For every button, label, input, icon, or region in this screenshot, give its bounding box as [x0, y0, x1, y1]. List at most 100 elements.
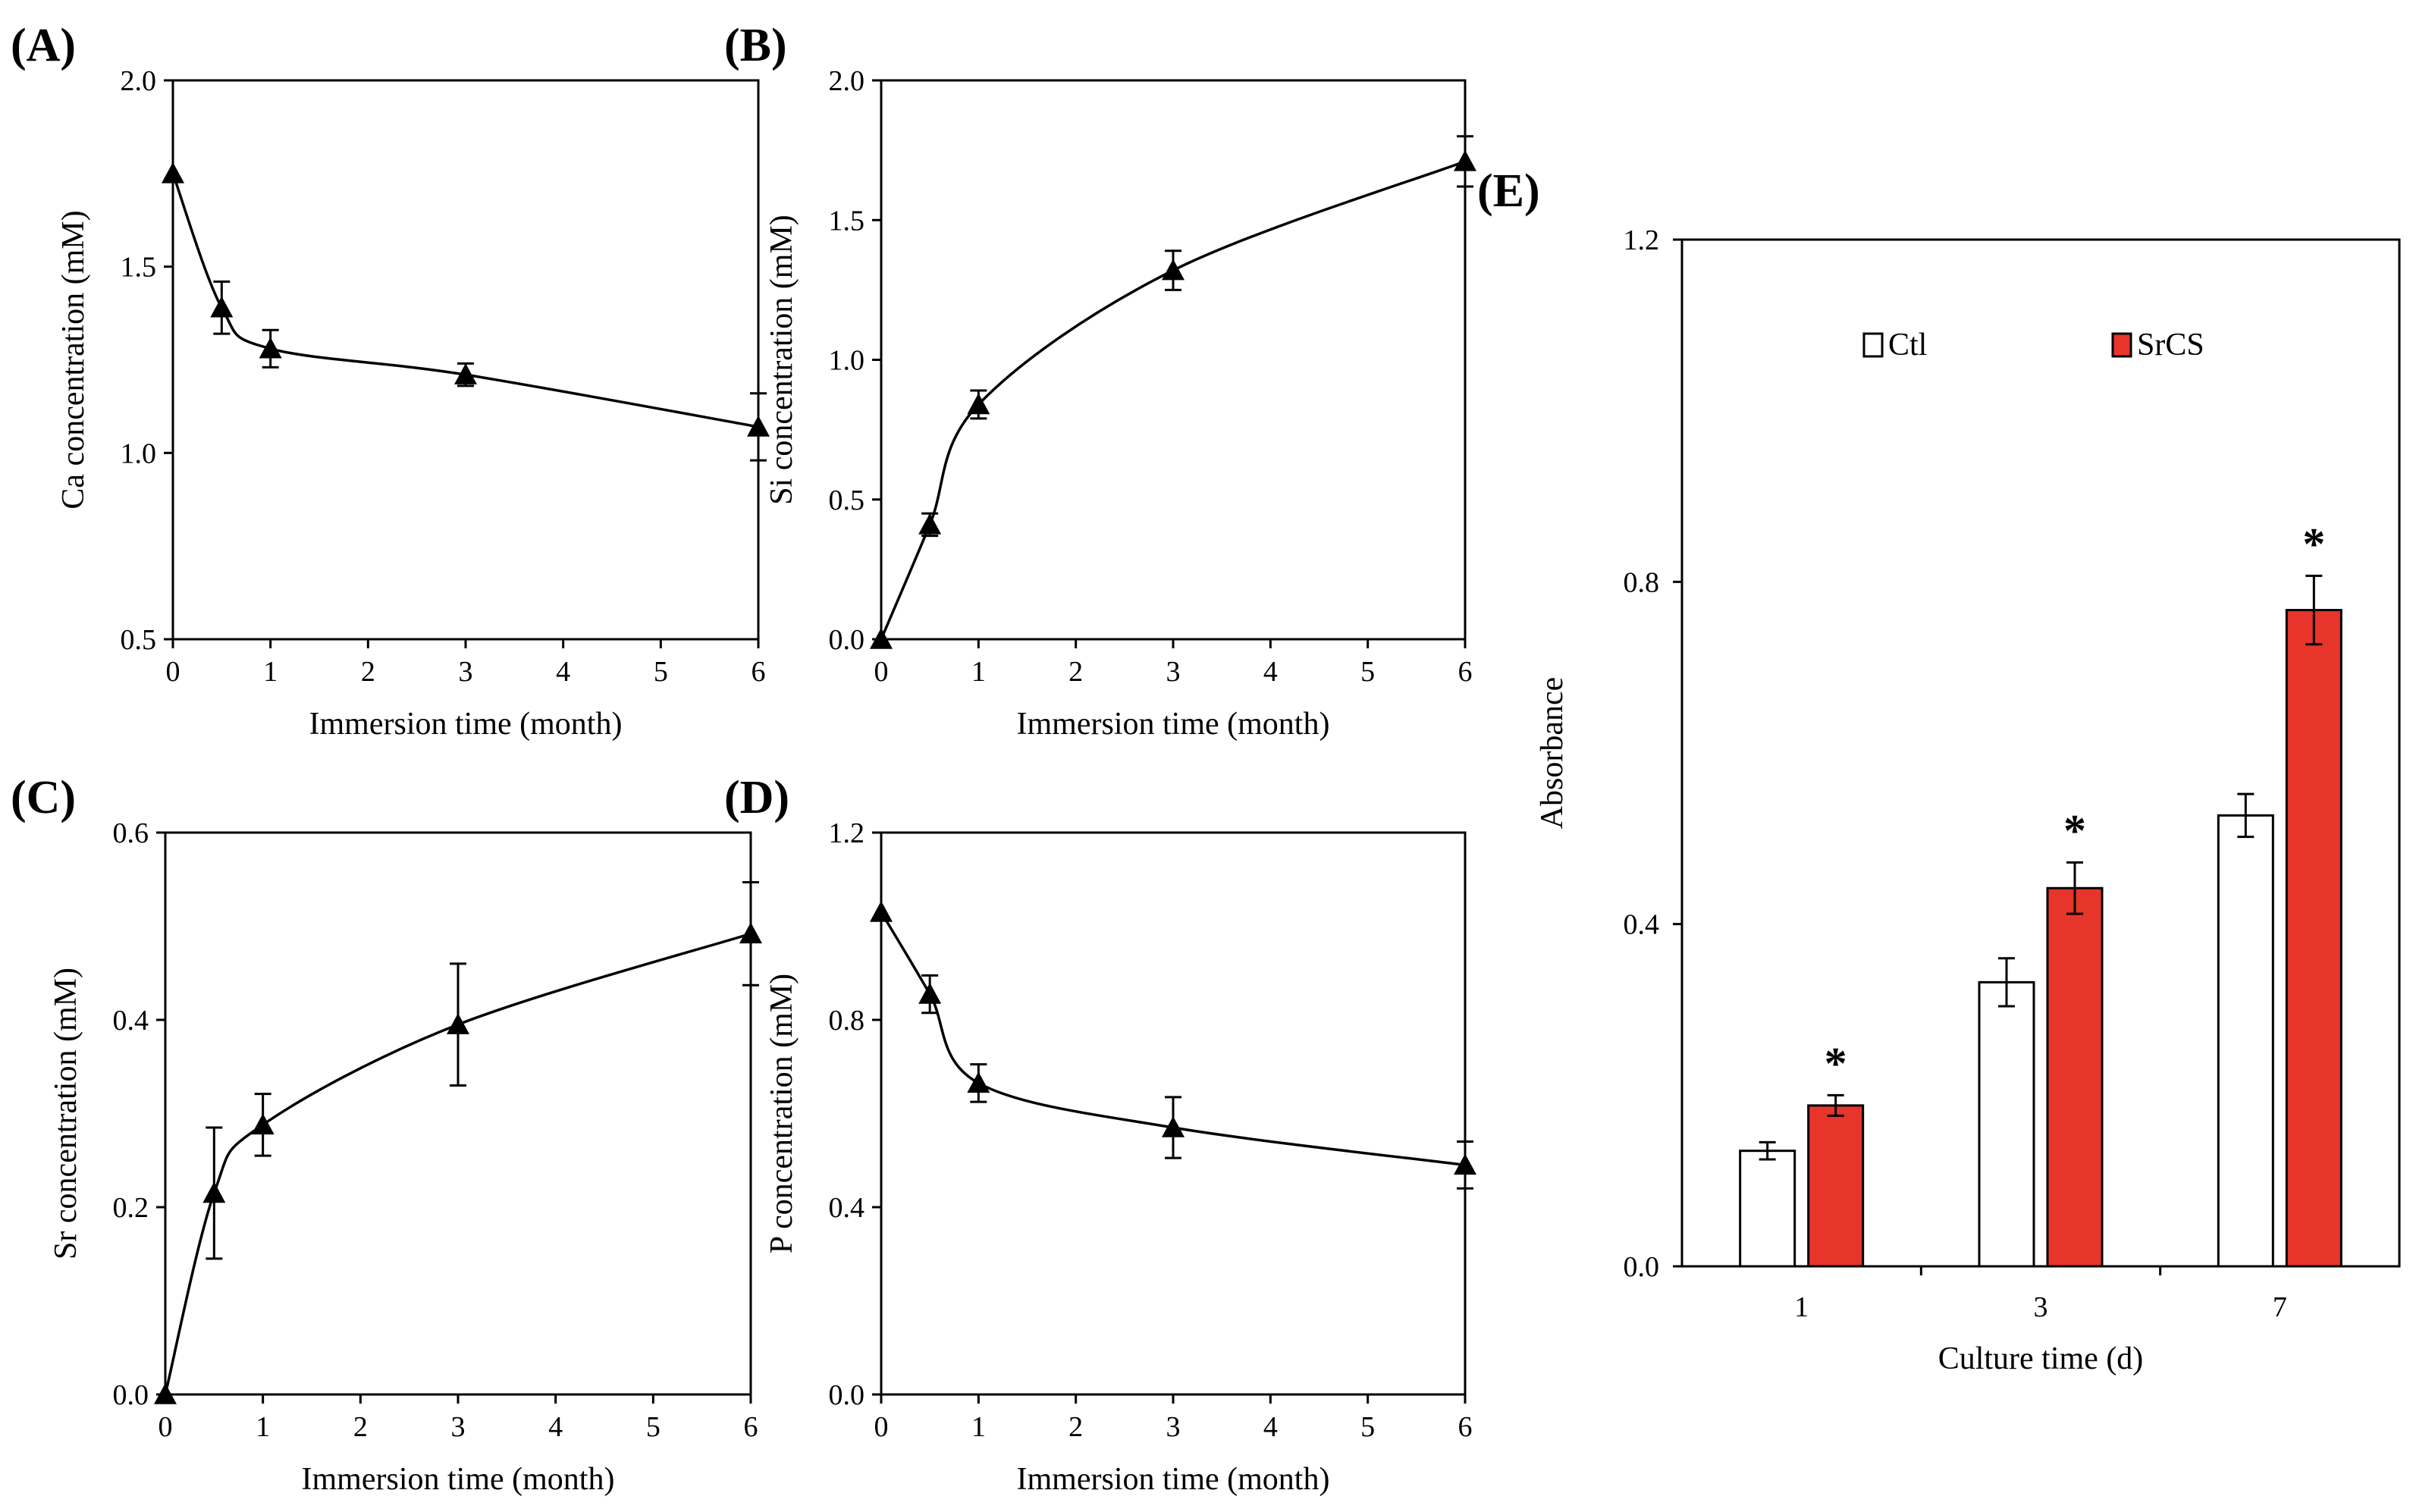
bar-ctl [1739, 1150, 1796, 1268]
x-tick-label-d: 6 [1458, 1411, 1473, 1443]
x-tick-label-b: 5 [1360, 656, 1375, 688]
data-point-b [1454, 149, 1476, 171]
x-tick-label-c: 2 [353, 1411, 368, 1443]
x-tick-label-b: 2 [1068, 656, 1083, 688]
y-tick-label-e: 0.4 [1624, 909, 1660, 941]
y-tick-label-a: 1.5 [121, 252, 157, 284]
x-tick-label-c: 4 [548, 1411, 563, 1443]
y-tick-label-b: 1.0 [829, 345, 865, 377]
panel-label-b: (B) [724, 20, 787, 71]
y-axis-label-b: Si concentration (mM) [764, 215, 799, 505]
x-tick-label-a: 5 [654, 656, 668, 688]
legend-swatch-srcs [2111, 332, 2132, 358]
x-tick-label-a: 1 [263, 656, 278, 688]
x-tick-label-b: 0 [874, 656, 889, 688]
y-tick-label-b: 2.0 [829, 65, 865, 97]
x-tick-label-a: 3 [459, 656, 473, 688]
y-tick-label-c: 0.2 [113, 1192, 149, 1224]
y-tick-label-c: 0.6 [113, 817, 149, 849]
x-tick-label-c: 6 [744, 1411, 758, 1443]
x-tick-label-c: 0 [158, 1411, 173, 1443]
y-tick-label-d: 0.4 [829, 1192, 865, 1224]
panel-label-e: (E) [1477, 165, 1540, 217]
y-tick-label-d: 0.8 [829, 1005, 865, 1037]
significance-marker: * [1825, 1038, 1847, 1088]
y-tick-label-e: 0.0 [1624, 1251, 1660, 1283]
data-point-a [454, 363, 477, 384]
x-axis-label-b: Immersion time (month) [1017, 707, 1330, 742]
data-point-a [259, 337, 282, 359]
y-axis-label-e: Absorbance [1535, 677, 1570, 830]
x-tick-label-e: 3 [2034, 1291, 2048, 1323]
plot-frame-e [1680, 238, 2401, 1268]
data-point-b [967, 393, 990, 415]
y-tick-label-c: 0.4 [113, 1005, 149, 1037]
y-tick-label-c: 0.0 [113, 1379, 149, 1411]
series-line-b [880, 160, 1466, 640]
data-point-c [154, 1383, 177, 1404]
plot-frame-c [164, 831, 752, 1396]
significance-marker: * [2302, 519, 2325, 569]
data-point-c [739, 922, 762, 944]
data-point-b [870, 628, 893, 649]
x-axis-label-d: Immersion time (month) [1017, 1462, 1330, 1497]
bar-srcs [2285, 609, 2342, 1268]
x-tick-label-d: 0 [874, 1411, 889, 1443]
y-tick-label-e: 0.8 [1624, 566, 1660, 598]
y-axis-label-d: P concentration (mM) [764, 974, 799, 1253]
y-tick-label-a: 2.0 [121, 65, 157, 97]
x-tick-label-b: 4 [1263, 656, 1278, 688]
y-tick-label-d: 0.0 [829, 1379, 865, 1411]
x-tick-label-b: 3 [1166, 656, 1181, 688]
legend-label-srcs: SrCS [2137, 328, 2204, 362]
x-axis-label-c: Immersion time (month) [302, 1462, 615, 1497]
y-tick-label-a: 0.5 [121, 624, 157, 656]
x-tick-label-d: 4 [1263, 1411, 1278, 1443]
x-tick-label-d: 2 [1068, 1411, 1083, 1443]
x-tick-label-c: 3 [451, 1411, 466, 1443]
y-tick-label-b: 1.5 [829, 205, 865, 237]
x-axis-label-e: Culture time (d) [1938, 1341, 2144, 1376]
panel-label-a: (A) [11, 20, 76, 71]
y-tick-label-b: 0.0 [829, 624, 865, 656]
x-tick-label-b: 1 [971, 656, 986, 688]
data-point-d [967, 1071, 990, 1093]
series-line-d [880, 911, 1466, 1167]
plot-frame-a [171, 79, 760, 641]
data-point-d [1162, 1116, 1185, 1137]
bar-ctl [1978, 980, 2035, 1268]
x-tick-label-a: 6 [752, 656, 766, 688]
x-tick-label-e: 1 [1794, 1291, 1809, 1323]
data-point-a [747, 415, 770, 437]
y-axis-label-a: Ca concentration (mM) [56, 210, 91, 509]
y-tick-label-a: 1.0 [121, 438, 157, 469]
x-tick-label-c: 1 [256, 1411, 270, 1443]
series-line-a [171, 173, 759, 428]
panel-label-c: (C) [11, 772, 76, 823]
x-tick-label-d: 1 [971, 1411, 986, 1443]
legend-swatch-ctl [1862, 332, 1884, 358]
plot-frame-b [880, 79, 1467, 641]
data-point-c [202, 1181, 226, 1203]
data-point-a [162, 162, 184, 184]
x-axis-label-a: Immersion time (month) [309, 707, 623, 742]
x-tick-label-b: 6 [1458, 656, 1473, 688]
x-tick-label-c: 5 [646, 1411, 661, 1443]
data-point-a [210, 296, 234, 318]
data-point-d [918, 983, 942, 1004]
y-tick-label-e: 1.2 [1624, 224, 1660, 256]
data-point-b [918, 513, 942, 535]
x-tick-label-a: 4 [556, 656, 570, 688]
x-tick-label-a: 0 [166, 656, 180, 688]
significance-marker: * [2063, 805, 2086, 855]
legend-label-ctl: Ctl [1888, 328, 1927, 362]
x-tick-label-a: 2 [361, 656, 375, 688]
y-tick-label-d: 1.2 [829, 817, 865, 849]
data-point-d [870, 900, 893, 922]
series-line-c [164, 932, 752, 1395]
data-point-b [1162, 259, 1185, 281]
x-tick-label-e: 7 [2273, 1291, 2287, 1323]
data-point-c [447, 1013, 469, 1034]
y-tick-label-b: 0.5 [829, 485, 865, 516]
